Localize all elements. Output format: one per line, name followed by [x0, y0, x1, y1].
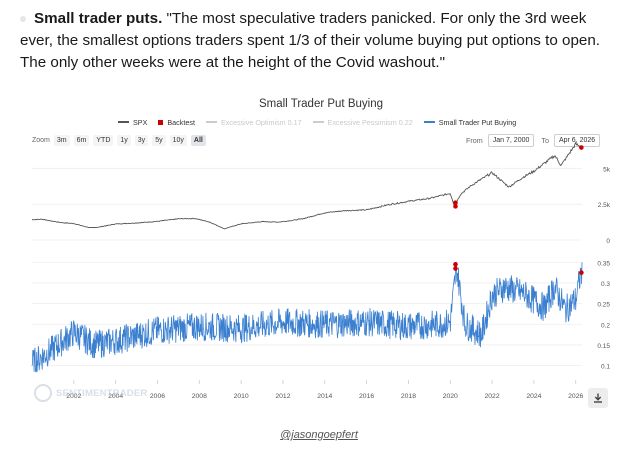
legend-swatch-put-buying	[423, 121, 435, 123]
zoom-button-ytd[interactable]: YTD	[93, 135, 114, 146]
zoom-button-5y[interactable]: 5y	[152, 135, 166, 146]
spx-tick-label: 0	[606, 238, 610, 245]
x-tick-label: 2004	[108, 393, 123, 400]
legend-swatch-backtest	[158, 119, 164, 125]
indicator-tick-label: 0.35	[597, 260, 610, 267]
post-lead: Small trader puts.	[34, 10, 163, 27]
spx-tick-label: 2.5k	[598, 202, 611, 209]
put-buying-series-line	[31, 261, 583, 373]
x-tick-label: 2014	[317, 393, 332, 400]
x-tick-label: 2016	[359, 393, 374, 400]
from-date-input[interactable]: Jan 7, 2000	[487, 134, 535, 147]
download-icon	[594, 393, 602, 403]
x-tick-label: 2018	[401, 393, 416, 400]
watermark-logo-icon	[34, 384, 52, 402]
x-tick-label: 2012	[275, 393, 290, 400]
x-tick-label: 2026	[568, 393, 583, 400]
indicator-tick-label: 0.1	[601, 364, 610, 371]
zoom-button-10y[interactable]: 10y	[169, 135, 187, 146]
zoom-button-3m[interactable]: 3m	[53, 135, 70, 146]
x-tick-label: 2006	[150, 393, 165, 400]
author-handle-link[interactable]: @jasongoepfert	[280, 429, 358, 441]
zoom-button-1y[interactable]: 1y	[117, 135, 131, 146]
legend-item-small-trader-put-buying[interactable]: Small Trader Put Buying	[423, 118, 516, 127]
chart-plot-area[interactable]: 5k 2.5k 0 0.35 0.3 0.25 0.2 0.15 0.1 2002 2004 2006…	[26, 92, 616, 422]
zoom-selector: Zoom 3m 6m YTD 1y 3y 5y 10y All	[32, 135, 210, 146]
to-date-input[interactable]: Apr 6, 2026	[553, 134, 601, 147]
date-range: From Jan 7, 2000 To Apr 6, 2026	[466, 134, 607, 147]
spx-series-line	[31, 141, 583, 230]
x-tick-label: 2024	[526, 393, 541, 400]
backtest-point	[453, 262, 458, 267]
zoom-button-6m[interactable]: 6m	[73, 135, 90, 146]
indicator-tick-label: 0.3	[601, 281, 610, 288]
zoom-button-3y[interactable]: 3y	[134, 135, 149, 146]
indicator-tick-label: 0.15	[597, 343, 610, 350]
spx-tick-label: 5k	[603, 166, 611, 173]
x-tick-label: 2008	[192, 393, 207, 400]
legend-item-spx[interactable]: SPX	[118, 118, 147, 127]
legend-item-excessive-optimism[interactable]: Excessive Optimism 0.17	[205, 118, 302, 127]
legend-swatch-pessimism	[312, 121, 324, 123]
post-text: Small trader puts. "The most speculative…	[20, 8, 620, 74]
zoom-label: Zoom	[32, 137, 50, 144]
x-tick-label: 2010	[234, 393, 249, 400]
chart-title: Small Trader Put Buying	[258, 98, 383, 110]
watermark-text: SENTIMENTRADER	[56, 387, 148, 399]
x-tick-label: 2020	[443, 393, 458, 400]
backtest-point	[453, 204, 458, 209]
legend-swatch-spx	[118, 121, 129, 123]
indicator-tick-label: 0.25	[597, 302, 610, 309]
post-body: "The most speculative traders panicked. …	[20, 10, 601, 71]
sentimentrader-watermark: SENTIMENTRADER	[34, 384, 147, 402]
chart-legend: SPX Backtest Excessive Optimism 0.17 Exc…	[118, 116, 527, 128]
legend-item-backtest[interactable]: Backtest	[158, 118, 195, 127]
from-label: From	[466, 136, 483, 145]
bullet-icon	[20, 15, 26, 22]
backtest-point	[453, 200, 458, 206]
indicator-tick-label: 0.2	[601, 322, 610, 329]
download-button[interactable]	[588, 388, 608, 408]
legend-swatch-optimism	[205, 121, 217, 123]
x-tick-label: 2002	[66, 393, 81, 400]
chart-card: Small Trader Put Buying SPX Backtest Exc…	[26, 92, 616, 422]
backtest-point	[579, 145, 584, 150]
zoom-button-all[interactable]: All	[190, 135, 206, 146]
legend-item-excessive-pessimism[interactable]: Excessive Pessimism 0.22	[312, 118, 413, 127]
to-label: To	[541, 136, 549, 145]
x-tick-label: 2022	[485, 393, 500, 400]
backtest-point	[579, 270, 584, 275]
backtest-point	[453, 266, 458, 271]
